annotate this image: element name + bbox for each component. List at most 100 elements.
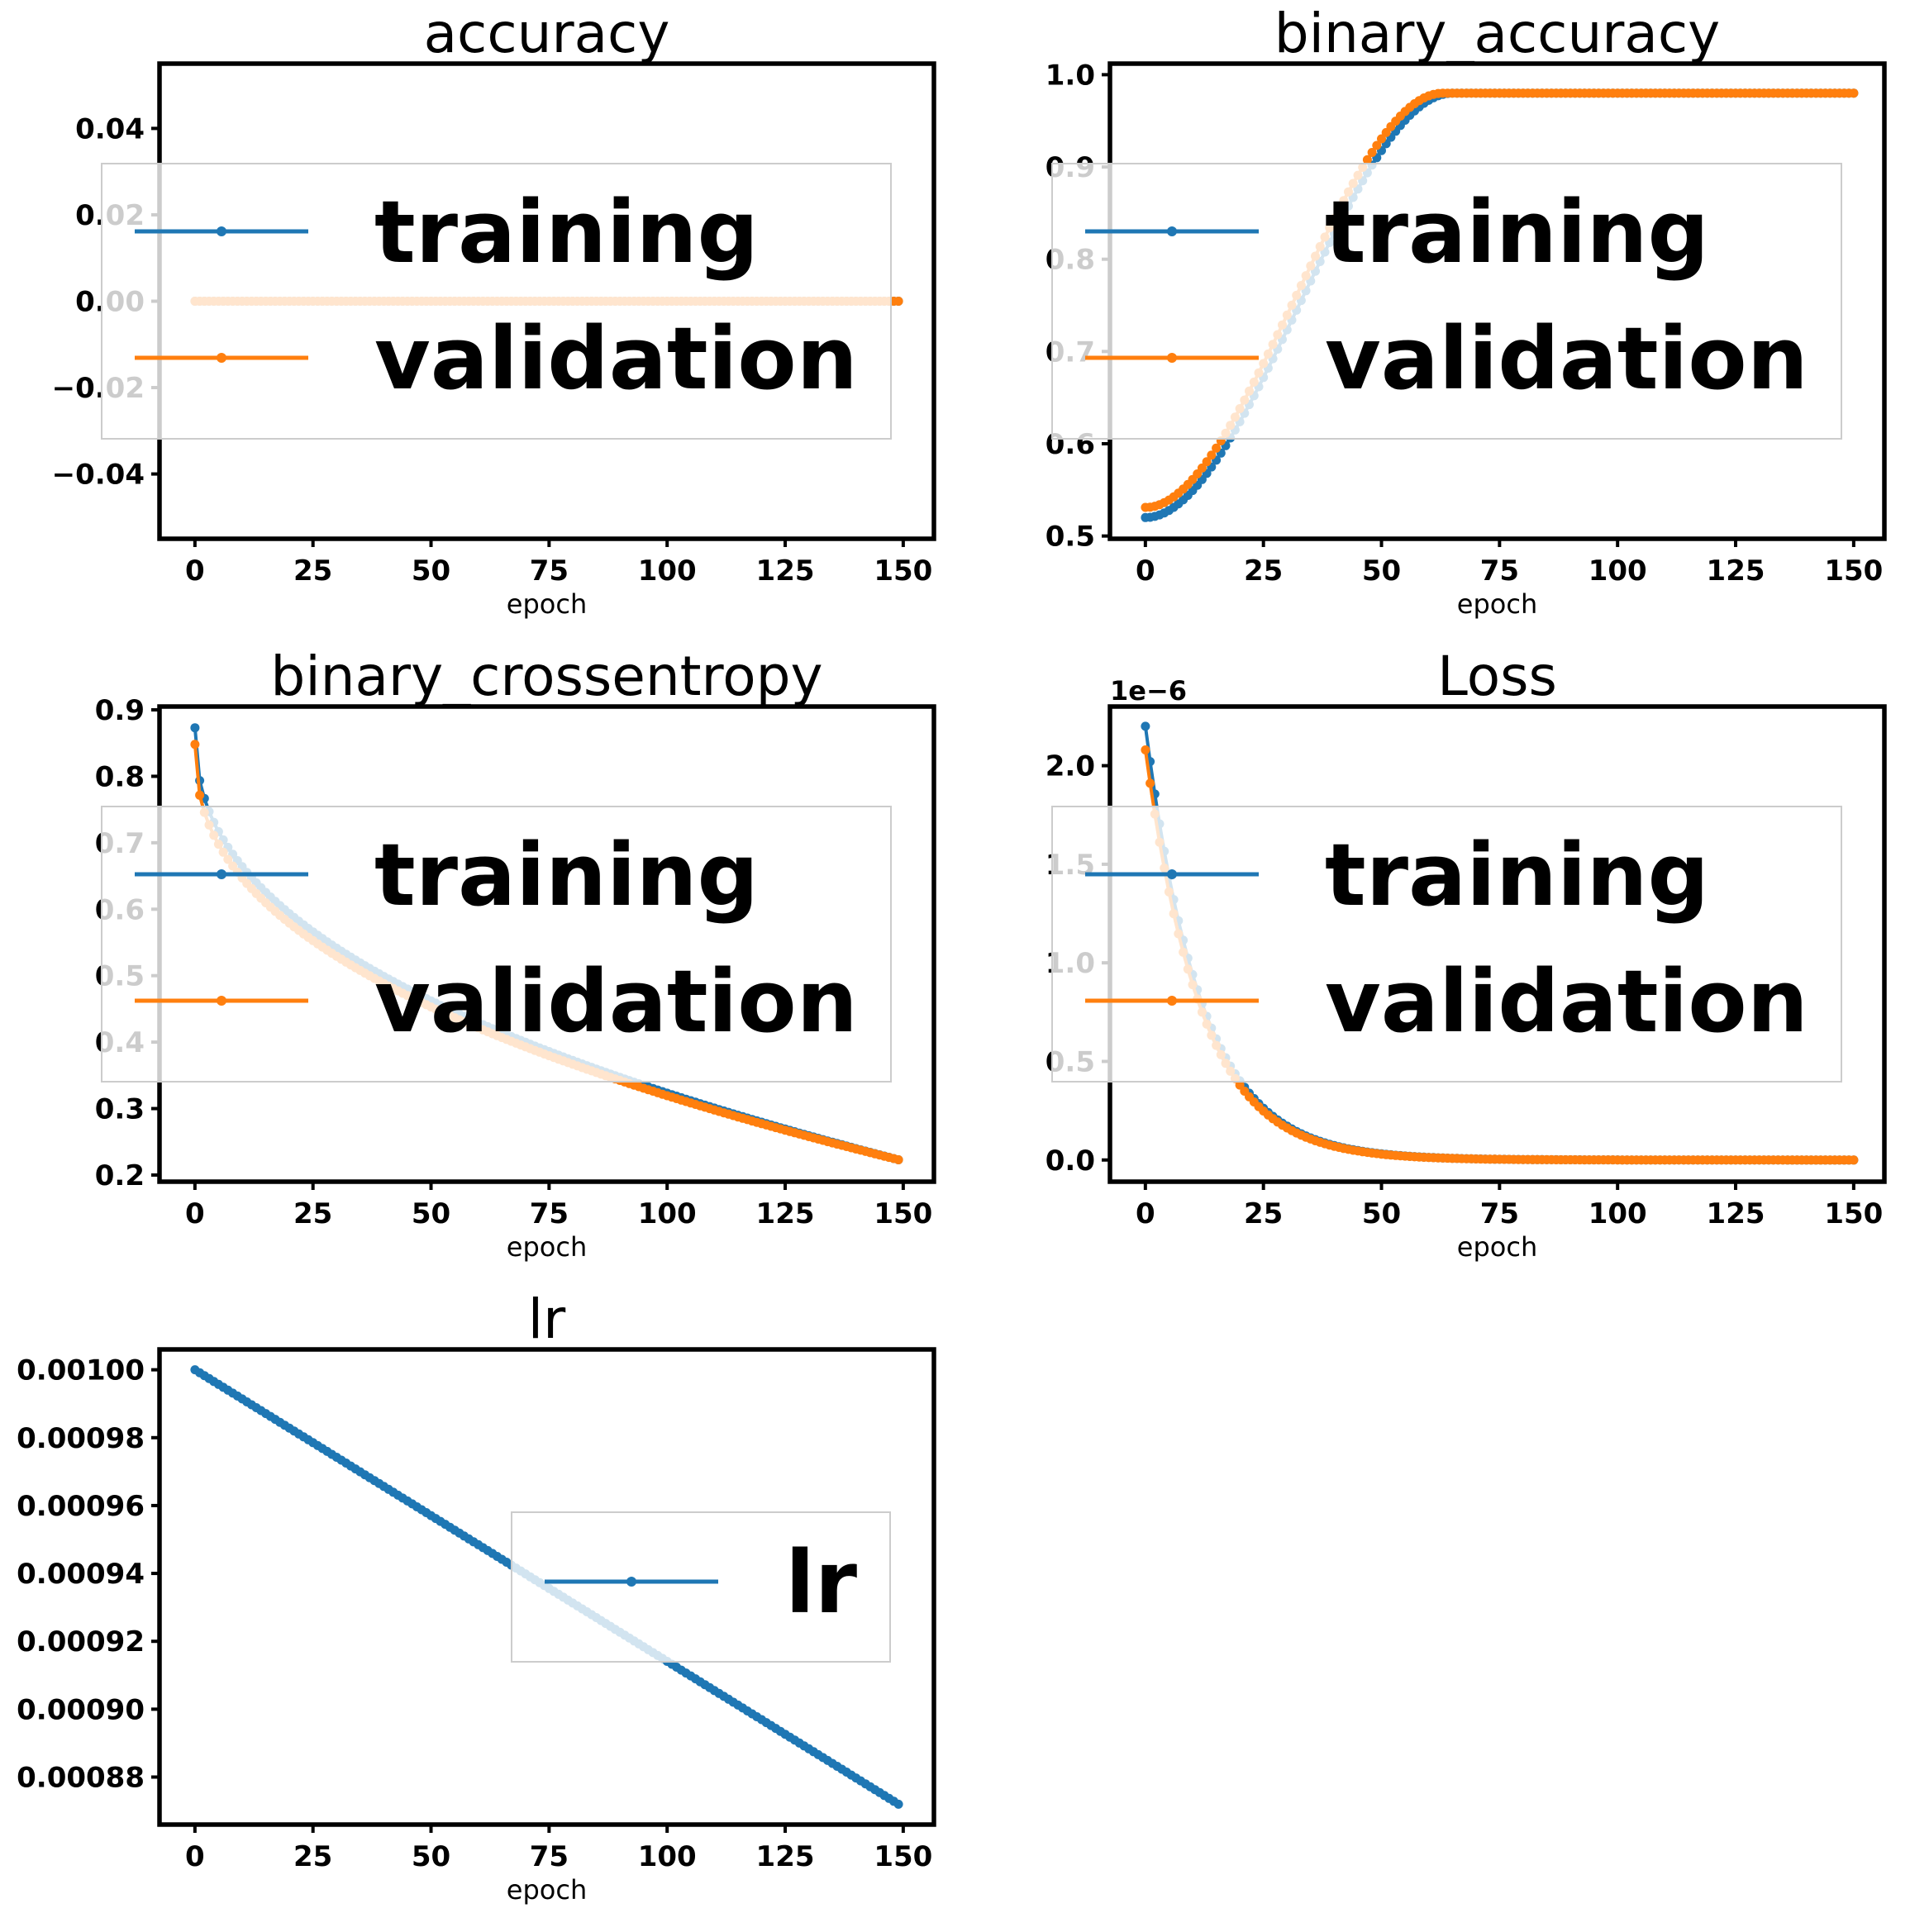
legend-marker-training [217,226,226,236]
chart-title: Loss [1437,645,1557,708]
legend-label-training: training [1325,825,1709,926]
legend-box [101,806,892,1083]
panel-binary-crossentropy: binary_crossentropy 0 25 50 75 100 125 150 0.2 0.… [95,645,936,1263]
y-tick-label: 0.00090 [17,1693,145,1726]
y-tick-label: 0.00100 [17,1354,145,1387]
data-point [1377,134,1386,144]
panel-loss: Loss02550751001251500.00.51.01.52.0epoch… [1045,645,1887,1263]
x-tick-label: 75 [530,1840,569,1873]
x-tick-label: 75 [1480,554,1519,588]
data-point [1362,155,1372,164]
legend-box [1051,163,1842,440]
x-axis-label: epoch [507,588,587,620]
legend-box [511,1511,891,1663]
data-point [190,723,200,733]
x-tick-label: 100 [638,554,697,588]
x-axis-label: epoch [507,1231,587,1263]
legend: training validation [101,163,892,440]
x-tick-label: 25 [293,554,332,588]
x-tick-label: 150 [1824,554,1883,588]
data-point [893,1799,903,1809]
x-tick-label: 150 [1824,1197,1883,1230]
data-point [1202,457,1212,467]
x-axis-label: epoch [1457,1231,1537,1263]
y-tick-label: −0.04 [52,459,145,492]
y-tick-label: 0.5 [1045,521,1095,554]
y-tick-label: 0.8 [95,760,145,793]
legend: lr [511,1511,891,1663]
y-tick-label: 0.00094 [17,1558,145,1591]
y-tick-label: 0.00096 [17,1490,145,1523]
y-tick-label: 0.04 [75,112,145,145]
x-tick-label: 100 [1588,1197,1647,1230]
y-tick-label: 0.2 [95,1159,145,1192]
legend-label-validation: validation [374,951,858,1052]
x-tick-label: 25 [1244,1197,1283,1230]
y-tick-label: 0.00098 [17,1422,145,1455]
x-tick-label: 50 [1362,1197,1401,1230]
y-tick-label: 0.00092 [17,1625,145,1658]
x-tick-label: 50 [412,554,450,588]
legend-box [101,163,892,440]
legend-marker-lr [626,1577,636,1587]
legend-marker-validation [217,996,226,1006]
data-point [1367,148,1377,157]
x-tick-label: 25 [293,1840,332,1873]
chart-title: binary_crossentropy [270,645,822,708]
legend-label-validation: validation [374,308,858,409]
x-tick-label: 0 [185,1197,205,1230]
y-tick-label: 0.9 [95,694,145,727]
x-tick-label: 50 [412,1840,450,1873]
x-tick-label: 150 [874,554,932,588]
legend: training validation [1051,163,1842,440]
legend-label-lr: lr [785,1532,857,1633]
data-point [1146,778,1155,788]
data-point [1207,450,1217,460]
x-tick-label: 100 [1588,554,1647,588]
legend-label-validation: validation [1325,308,1808,409]
y-tick-label: 2.0 [1045,750,1095,783]
x-tick-label: 75 [530,1197,569,1230]
panel-accuracy: accuracy0255075100125150−0.04−0.020.000.… [52,2,936,620]
legend-marker-training [217,869,226,879]
data-point [1141,745,1150,754]
x-tick-label: 0 [185,1840,205,1873]
x-tick-label: 150 [874,1840,932,1873]
chart-title: accuracy [424,2,670,65]
x-tick-label: 125 [1707,1197,1765,1230]
x-tick-label: 125 [756,1840,815,1873]
data-point [1212,443,1222,453]
x-tick-label: 0 [1136,554,1155,588]
x-axis-label: epoch [1457,588,1537,620]
y-tick-label: 1.0 [1045,59,1095,92]
x-tick-label: 50 [412,1197,450,1230]
data-point [1849,1155,1859,1165]
legend-marker-validation [1167,996,1177,1006]
data-point [190,740,200,749]
y-offset-text: 1e−6 [1110,675,1187,707]
y-tick-label: 0.3 [95,1093,145,1126]
legend-label-training: training [1325,182,1709,283]
x-tick-label: 25 [293,1197,332,1230]
legend-marker-validation [217,353,226,363]
x-tick-label: 150 [874,1197,932,1230]
data-point [1372,140,1382,150]
x-tick-label: 75 [530,554,569,588]
chart-title: lr [528,1287,566,1351]
axes-frame [157,1347,936,1827]
legend: training validation [101,806,892,1083]
x-tick-label: 125 [1707,554,1765,588]
panel-lr: lr 0 25 50 75 100 125 150 0.00088 0.00090 0.00092 0… [17,1287,936,1906]
legend-label-training: training [374,182,759,283]
x-tick-label: 25 [1244,554,1283,588]
data-point [1849,88,1859,98]
y-tick-label: 0.00088 [17,1762,145,1795]
chart-title: binary_accuracy [1274,2,1720,65]
legend-marker-validation [1167,353,1177,363]
data-point [893,297,903,306]
legend-marker-training [1167,869,1177,879]
x-tick-label: 125 [756,554,815,588]
legend-label-validation: validation [1325,951,1808,1052]
data-point [195,790,205,800]
